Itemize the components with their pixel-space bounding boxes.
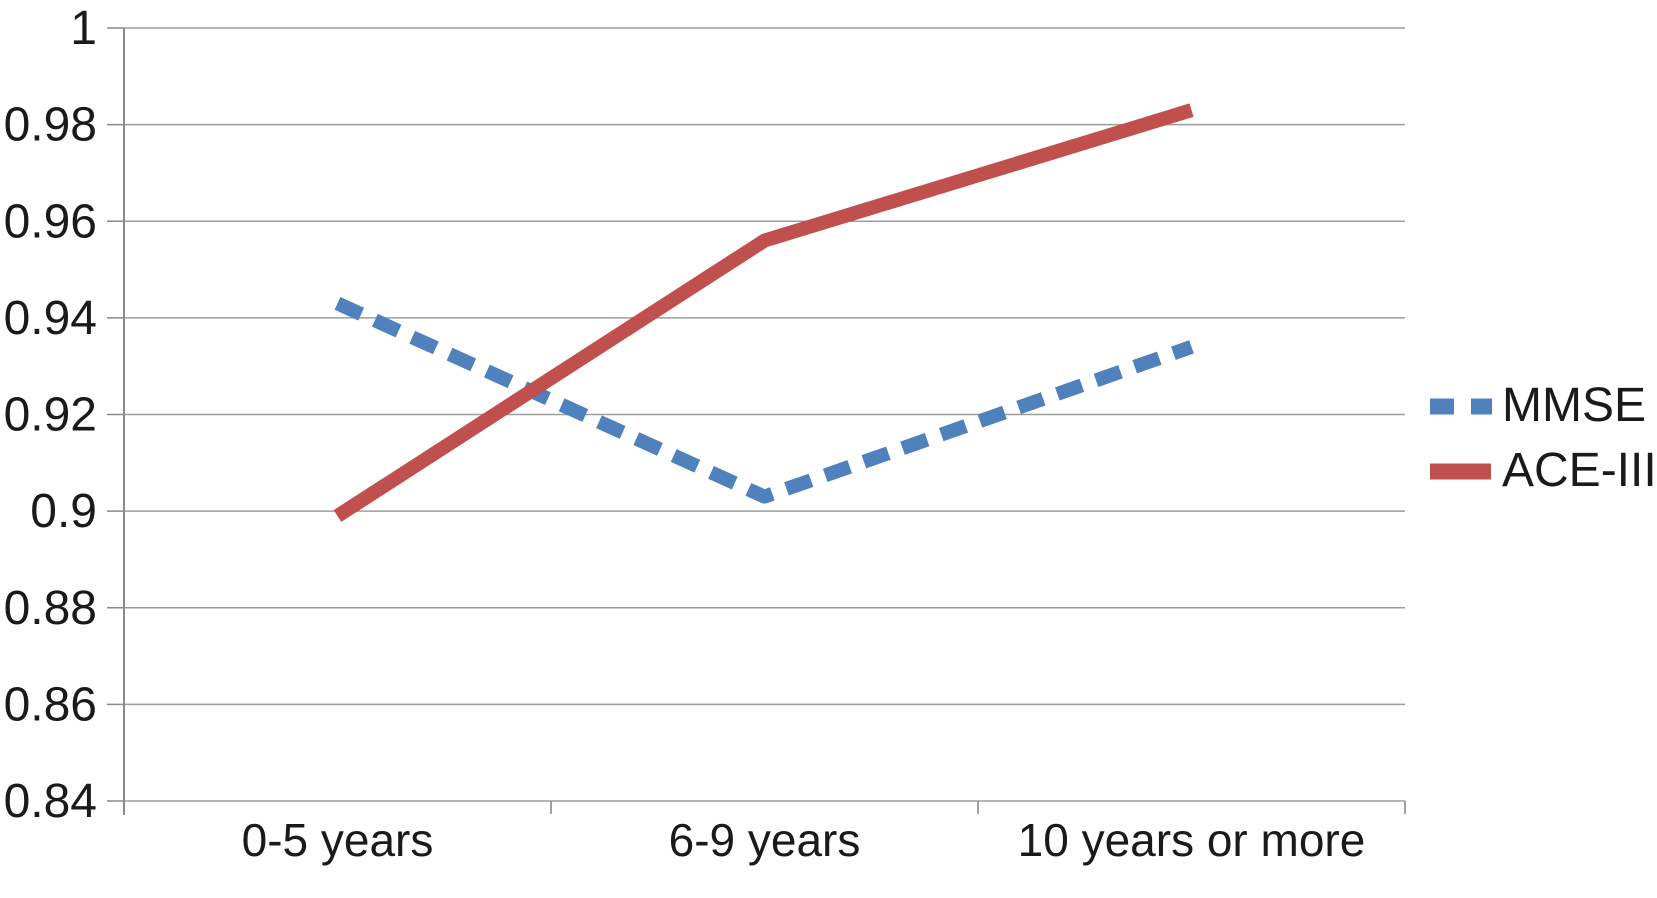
series-line-mmse <box>334 297 1194 504</box>
y-tick-label: 0.9 <box>30 485 97 538</box>
legend-label-ace-iii: ACE-III <box>1502 444 1657 497</box>
x-axis-label: 6-9 years <box>669 814 861 866</box>
series-line-ace-iii <box>333 103 1194 522</box>
y-tick-label: 0.86 <box>4 678 97 731</box>
mmse-dashed-line-swatch <box>1430 398 1492 414</box>
legend-item-ace-iii: ACE-III <box>1430 444 1657 497</box>
y-tick-label: 0.94 <box>4 292 97 345</box>
ace-iii-solid-line-swatch <box>1430 463 1491 479</box>
legend: MMSE ACE-III <box>1430 379 1657 497</box>
y-tick-label: 0.92 <box>4 389 97 442</box>
x-axis-label: 0-5 years <box>242 814 434 866</box>
y-tick-label: 0.96 <box>4 195 97 248</box>
y-tick-label: 1 <box>70 2 97 55</box>
y-tick-label: 0.98 <box>4 99 97 152</box>
x-axis-label: 10 years or more <box>1018 814 1366 866</box>
legend-label-mmse: MMSE <box>1502 379 1646 432</box>
y-tick-label: 0.84 <box>4 775 97 828</box>
legend-item-mmse: MMSE <box>1430 379 1657 432</box>
y-tick-label: 0.88 <box>4 582 97 635</box>
